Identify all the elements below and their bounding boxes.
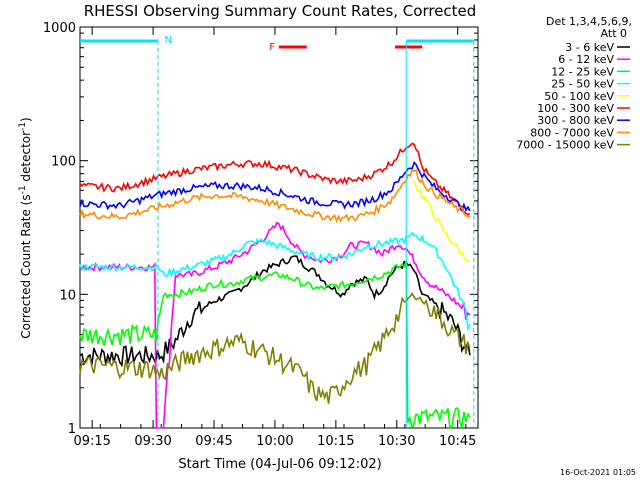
x-axis-label: Start Time (04-Jul-06 09:12:02) — [178, 457, 381, 472]
y-axis-label: Corrected Count Rate (s-1 detector-1) — [18, 117, 33, 338]
series-line — [79, 292, 471, 404]
series-line — [79, 231, 471, 332]
x-tick-label: 10:45 — [439, 434, 476, 449]
y-tick-label: 10 — [59, 288, 76, 303]
legend-entry-label: 25 - 50 keV — [551, 78, 614, 91]
y-axis-label-superscript-1: -1 — [18, 185, 28, 194]
night-label: N — [164, 35, 171, 46]
legend-entry-label: 6 - 12 keV — [558, 53, 614, 66]
flare-label: F — [269, 42, 275, 53]
y-tick-label: 1 — [68, 422, 76, 437]
series-line — [79, 142, 471, 216]
legend-entry-label: 12 - 25 keV — [551, 65, 614, 78]
series-line — [79, 260, 471, 431]
x-axis: 09:15 09:30 09:45 10:00 10:15 10:30 10:45 — [73, 27, 476, 449]
legend-entry-label: 100 - 300 keV — [537, 102, 614, 115]
series-line — [79, 168, 471, 224]
x-tick-label: 09:30 — [134, 434, 171, 449]
y-tick-label: 100 — [51, 155, 76, 170]
y-tick-label: 1000 — [43, 21, 76, 36]
x-tick-label: 09:15 — [73, 434, 110, 449]
legend-header-line-2: Att 0 — [601, 27, 627, 40]
plot-area — [79, 26, 479, 429]
footer-date: 16-Oct-2021 01:05 — [560, 468, 636, 477]
y-axis-label-superscript-2: -1 — [18, 122, 28, 131]
x-tick-label: 10:00 — [256, 434, 293, 449]
legend-header-line-1: Det 1,3,4,5,6,9, — [546, 15, 632, 28]
series-lines — [79, 142, 471, 431]
x-tick-label: 10:30 — [378, 434, 415, 449]
y-axis: 1 10 100 1000 — [43, 21, 478, 437]
series-line — [79, 221, 471, 429]
series-line — [79, 160, 471, 213]
legend-entry-label: 7000 - 15000 keV — [516, 139, 614, 152]
plot-frame — [79, 26, 479, 429]
annotations: NF — [80, 35, 475, 428]
x-tick-label: 10:15 — [317, 434, 354, 449]
legend-entry-label: 3 - 6 keV — [565, 41, 614, 54]
legend-entry-label: 50 - 100 keV — [544, 90, 614, 103]
series-line — [413, 180, 470, 262]
legend-entry-label: 300 - 800 keV — [537, 114, 614, 127]
legend-entry-label: 800 - 7000 keV — [530, 126, 614, 139]
chart-title: RHESSI Observing Summary Count Rates, Co… — [84, 2, 477, 20]
series-line — [79, 255, 471, 368]
x-tick-label: 09:45 — [195, 434, 232, 449]
